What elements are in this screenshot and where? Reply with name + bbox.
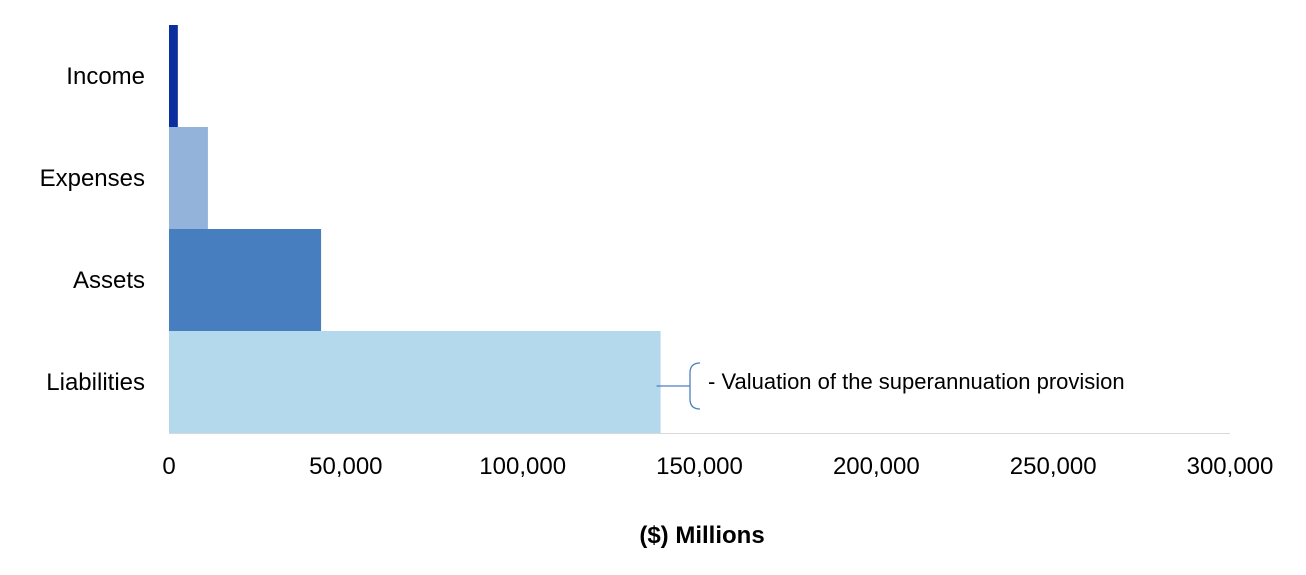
x-tick-label: 100,000	[479, 453, 566, 480]
x-tick-label: 50,000	[309, 453, 382, 480]
bar-income	[169, 25, 178, 127]
category-label-liabilities: Liabilities	[46, 369, 145, 396]
annotation-group: - Valuation of the superannuation provis…	[656, 362, 1125, 410]
bar-assets	[169, 229, 322, 331]
bars-group	[169, 25, 661, 433]
x-tick-label: 300,000	[1187, 453, 1274, 480]
bar-liabilities	[169, 331, 661, 433]
x-tick-label: 250,000	[1010, 453, 1097, 480]
x-tick-labels: 0 50,000 100,000 150,000 200,000 250,000 300,0…	[162, 453, 1273, 480]
category-label-expenses: Expenses	[40, 165, 145, 192]
x-axis-title: ($) Millions	[639, 522, 764, 549]
category-labels: Income Expenses Assets Liabilities	[40, 63, 145, 396]
x-tick-label: 150,000	[656, 453, 743, 480]
x-tick-label: 0	[162, 453, 175, 480]
bar-expenses	[169, 127, 208, 229]
x-tick-label: 200,000	[833, 453, 920, 480]
category-label-assets: Assets	[73, 267, 145, 294]
annotation-text: - Valuation of the superannuation provis…	[708, 369, 1125, 394]
annotation-bracket	[656, 362, 701, 410]
category-label-income: Income	[66, 63, 145, 90]
